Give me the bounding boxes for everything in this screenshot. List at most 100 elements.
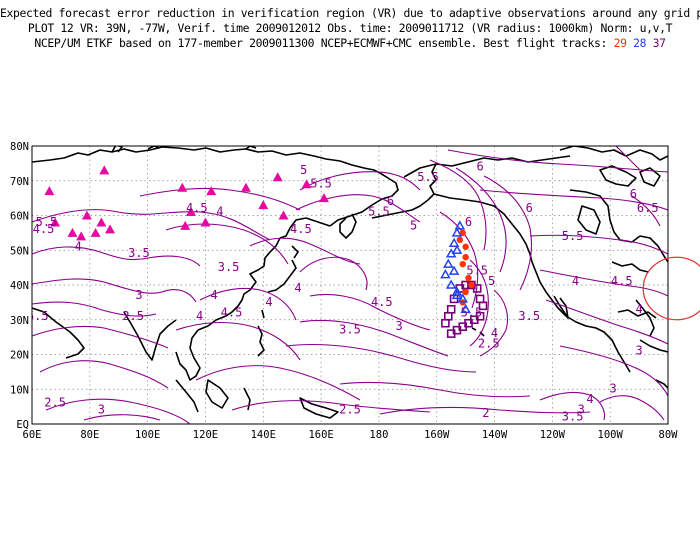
observation-triangle: [105, 224, 116, 234]
contour-value-label: 5.5: [562, 229, 584, 243]
contour-labels: 5.54.54 3.532.55.52.5 34.5 43.544.544.555.5…: [27, 159, 659, 424]
longitude-label: 100W: [598, 429, 624, 441]
contour-value-label: 2.5: [339, 403, 361, 417]
track-28-label: 28: [633, 36, 647, 50]
longitude-label: 80E: [80, 429, 99, 441]
track-29-marker: [456, 236, 464, 244]
observation-triangle: [90, 227, 101, 237]
latitude-label: 70N: [10, 176, 29, 188]
longitude-label: 120W: [540, 429, 566, 441]
contour-value-label: 2.5: [44, 396, 66, 410]
contour-value-label: 4: [216, 205, 223, 219]
observation-triangle: [96, 217, 107, 227]
track-29-marker: [459, 229, 466, 237]
longitude-label: 80W: [659, 429, 679, 441]
contour-value-label: 3: [135, 288, 142, 302]
track-29-marker: [462, 243, 469, 250]
track-28-marker: [451, 227, 463, 237]
contour-value-label: 5.5: [461, 305, 483, 319]
longitude-label: 140W: [482, 429, 508, 441]
axis-labels: 60E 80E 100E 120E 140E 160E 180 160W 140W 120W 100…: [10, 141, 678, 441]
contour-value-label: 4.5: [611, 274, 633, 288]
track-37-marker: [475, 294, 485, 304]
longitude-label: 100E: [135, 429, 160, 441]
track-28-marker: [454, 220, 466, 230]
track-37-marker: [472, 284, 482, 293]
observation-triangle: [76, 231, 87, 241]
observation-triangle: [81, 210, 92, 220]
contour-value-label: 4: [572, 274, 579, 288]
contour-value-label: 4: [265, 295, 272, 309]
contour-value-label: 4: [211, 288, 218, 302]
track-28-marker: [440, 269, 451, 279]
observation-triangle: [186, 207, 196, 217]
contour-value-label: 3: [98, 403, 105, 417]
contour-value-label: 5: [488, 274, 495, 288]
observation-triangle: [318, 193, 329, 203]
track-28-marker: [442, 258, 454, 268]
observation-triangle: [180, 220, 191, 230]
track-28-marker: [448, 265, 460, 275]
track-37-marker: [446, 329, 456, 338]
contour-value-label: 5.5: [27, 309, 49, 323]
longitude-label: 160E: [308, 429, 333, 441]
track-28-marker: [460, 303, 471, 314]
flight-tracks: [440, 220, 488, 338]
observation-triangle: [50, 217, 61, 227]
contour-value-label: 4: [586, 392, 593, 406]
contour-value-label: 4: [491, 326, 498, 340]
track-29-marker: [462, 254, 469, 261]
contour-value-label: 6: [630, 187, 637, 201]
longitude-label: 160W: [424, 429, 450, 441]
grid-lines: [32, 146, 668, 424]
observation-triangle: [278, 210, 289, 220]
observation-triangle: [258, 200, 269, 210]
track-29-label: 29: [613, 36, 627, 50]
contour-value-label: 5.5: [310, 177, 332, 191]
verification-region: [642, 256, 700, 321]
contour-value-label: 2.5: [478, 337, 500, 351]
contour-value-label: 3.5: [562, 410, 584, 424]
plot-title-line3: NCEP/UM ETKF based on 177-member 2009011…: [0, 36, 700, 50]
observation-triangle: [272, 172, 283, 182]
contour-value-label: 5.5: [417, 170, 439, 184]
observation-triangle: [240, 182, 251, 192]
contour-value-label: 6: [387, 194, 394, 208]
observation-triangle: [44, 186, 55, 196]
track-37-marker: [446, 305, 456, 314]
latitude-label: 40N: [10, 280, 29, 292]
track-29-marker: [468, 281, 475, 289]
contour-value-label: 3: [578, 403, 585, 417]
contour-value-label: 2.5: [122, 309, 144, 323]
track-28-marker: [451, 244, 463, 254]
contour-value-label: 2: [482, 406, 489, 420]
latitude-label: 60N: [10, 211, 29, 223]
contour-value-label: 4: [294, 281, 301, 295]
latitude-label: 30N: [10, 315, 29, 327]
contour-value-label: 4: [196, 309, 203, 323]
contour-value-label: 4.5: [221, 305, 243, 319]
coastlines: [32, 146, 668, 419]
contour-value-label: 3: [609, 382, 616, 396]
contour-value-label: 5.5: [36, 215, 58, 229]
contour-value-label: 5.5: [466, 264, 488, 278]
contour-value-label: 4.5: [33, 222, 55, 236]
latitude-label: 10N: [10, 384, 29, 396]
contour-lines: [32, 146, 668, 424]
contour-value-label: 6.5: [637, 201, 659, 215]
contour-value-label: 4.5: [371, 295, 393, 309]
plot-title-line2: PLOT 12 VR: 39N, -77W, Verif. time 20090…: [27, 21, 673, 35]
track-37-marker: [441, 318, 450, 328]
longitude-label: 60E: [23, 429, 42, 441]
observation-triangle: [206, 186, 217, 196]
contour-value-label: 5.5: [368, 205, 390, 219]
track-28-marker: [448, 237, 460, 248]
track-28-marker: [445, 279, 457, 289]
longitude-label: 120E: [193, 429, 218, 441]
contour-value-label: 6: [465, 215, 472, 229]
observation-triangle: [67, 227, 78, 237]
contour-value-label: 5: [300, 163, 307, 177]
observation-triangle: [200, 217, 211, 227]
contour-value-label: 4: [75, 239, 82, 253]
